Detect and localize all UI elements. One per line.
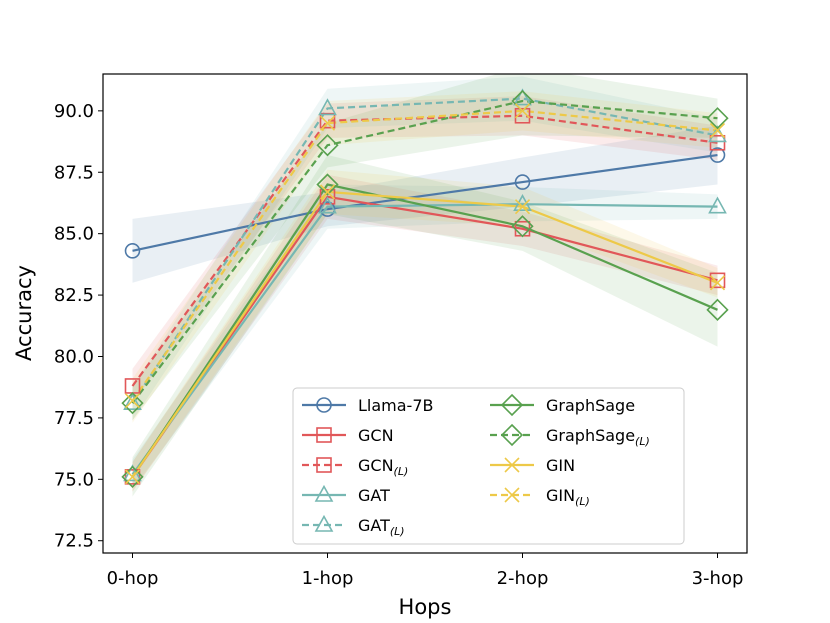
plot-frame: [102, 73, 748, 554]
legend-item-llama-7b: Llama-7B: [302, 396, 433, 415]
y-tick-label: 75.0: [54, 469, 94, 490]
legend-graphsage-marker-0: [500, 393, 524, 417]
legend-item-gcn-l: GCN(L): [302, 456, 408, 478]
gin-l-line: [131, 109, 718, 402]
llama-7b-marker-1: [319, 201, 336, 217]
legend-gat-marker-0: [314, 484, 334, 502]
gat-marker-3: [708, 196, 727, 214]
graphsage-marker-3: [706, 298, 729, 321]
x-tick-label: 2-hop: [497, 568, 549, 589]
gat-band: [132, 184, 718, 490]
gin-l-band: [132, 91, 718, 423]
graphsage-l-marker-3: [706, 107, 729, 130]
gcn-marker-0: [124, 469, 141, 485]
graphsage-l-band: [132, 74, 718, 421]
gat-l-marker-2: [513, 88, 532, 106]
gat-l-marker-1: [318, 98, 337, 116]
gat-l-line: [131, 97, 718, 404]
gat-l-marker-0: [123, 393, 142, 410]
llama-7b-marker-2: [514, 174, 531, 190]
gcn-l-marker-2: [514, 107, 531, 124]
legend-item-gcn: GCN: [302, 426, 394, 445]
legend-label: Llama-7B: [358, 396, 433, 415]
legend-item-graphsage: GraphSage: [490, 393, 635, 417]
y-tick-label: 82.5: [54, 285, 94, 306]
gin-l-marker-1: [319, 115, 336, 131]
graphsage-l-marker-1: [316, 134, 339, 157]
legend-label: GraphSage(L): [546, 426, 650, 448]
graphsage-band: [132, 155, 718, 497]
legend-gcn-l-marker-0: [316, 457, 332, 473]
x-tick-label: 3-hop: [692, 568, 744, 589]
gcn-l-band: [132, 96, 718, 404]
y-axis-ticks: 72.5 75.0 77.5 80.0 82.5 85.0 87.5 90.0: [54, 101, 103, 552]
graphsage-marker-2: [511, 215, 534, 238]
gcn-band: [132, 174, 718, 492]
y-tick-label: 87.5: [54, 162, 94, 183]
gcn-l-marker-3: [709, 134, 726, 151]
legend-item-gat: GAT: [302, 484, 390, 505]
llama-7b-band: [132, 125, 718, 283]
graphsage-marker-0: [121, 465, 144, 488]
gat-marker-1: [318, 196, 337, 214]
confidence-bands: [132, 74, 718, 497]
gin-l-marker-0: [124, 393, 141, 409]
x-axis-ticks: 0-hop 1-hop 2-hop 3-hop: [107, 553, 744, 589]
legend-gat-l-marker-0: [314, 514, 334, 532]
gcn-l-line: [131, 114, 718, 387]
graphsage-l-marker-0: [121, 392, 144, 415]
graphsage-marker-1: [316, 173, 339, 196]
legend-label: GIN: [546, 456, 575, 475]
gin-line: [131, 190, 718, 478]
legend-label: GAT: [358, 486, 390, 505]
y-tick-label: 72.5: [54, 531, 94, 552]
legend: Llama-7BGCNGCN(L)GATGAT(L)GraphSageGraph…: [292, 387, 685, 545]
gcn-marker-3: [709, 272, 726, 289]
gcn-line: [131, 195, 718, 478]
gin-marker-2: [514, 199, 531, 215]
gin-marker-0: [124, 469, 141, 485]
legend-llama-7b-marker-0: [316, 397, 332, 413]
gin-marker-3: [709, 275, 726, 291]
graphsage-line: [131, 183, 718, 478]
legend-graphsage-l-marker-0: [500, 423, 524, 447]
x-tick-label: 1-hop: [302, 568, 354, 589]
legend-gcn-marker-0: [316, 427, 332, 443]
legend-label: GCN: [358, 426, 394, 445]
graphsage-l-line: [131, 99, 718, 404]
gin-band: [132, 169, 718, 492]
gin-l-marker-2: [514, 103, 531, 119]
y-tick-label: 85.0: [54, 224, 94, 245]
legend-item-graphsage-l: GraphSage(L): [490, 423, 650, 448]
series-lines: [131, 97, 718, 478]
llama-7b-marker-3: [709, 147, 726, 163]
series-markers: [121, 88, 729, 488]
y-tick-label: 77.5: [54, 408, 94, 429]
legend-box: [292, 387, 685, 545]
x-axis-label: Hops: [399, 595, 452, 619]
y-tick-label: 90.0: [54, 101, 94, 122]
legend-item-gin: GIN: [490, 456, 575, 475]
legend-gin-l-marker-0: [504, 487, 520, 503]
y-tick-label: 80.0: [54, 346, 94, 367]
legend-gin-marker-0: [504, 457, 520, 473]
x-tick-label: 0-hop: [107, 568, 159, 589]
y-axis-label: Accuracy: [12, 265, 36, 361]
gin-marker-1: [319, 184, 336, 200]
gat-l-band: [132, 76, 718, 421]
llama-7b-line: [132, 153, 718, 252]
gin-l-marker-3: [709, 122, 726, 139]
llama-7b-marker-0: [124, 243, 141, 259]
legend-label: GraphSage: [546, 396, 635, 415]
gcn-marker-1: [319, 189, 336, 205]
